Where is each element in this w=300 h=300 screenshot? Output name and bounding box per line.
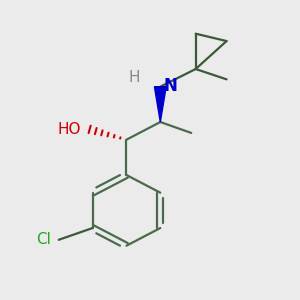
Text: H: H: [128, 70, 140, 86]
Text: Cl: Cl: [37, 232, 51, 247]
Polygon shape: [154, 87, 166, 122]
Text: HO: HO: [57, 122, 81, 137]
Text: N: N: [163, 77, 177, 95]
